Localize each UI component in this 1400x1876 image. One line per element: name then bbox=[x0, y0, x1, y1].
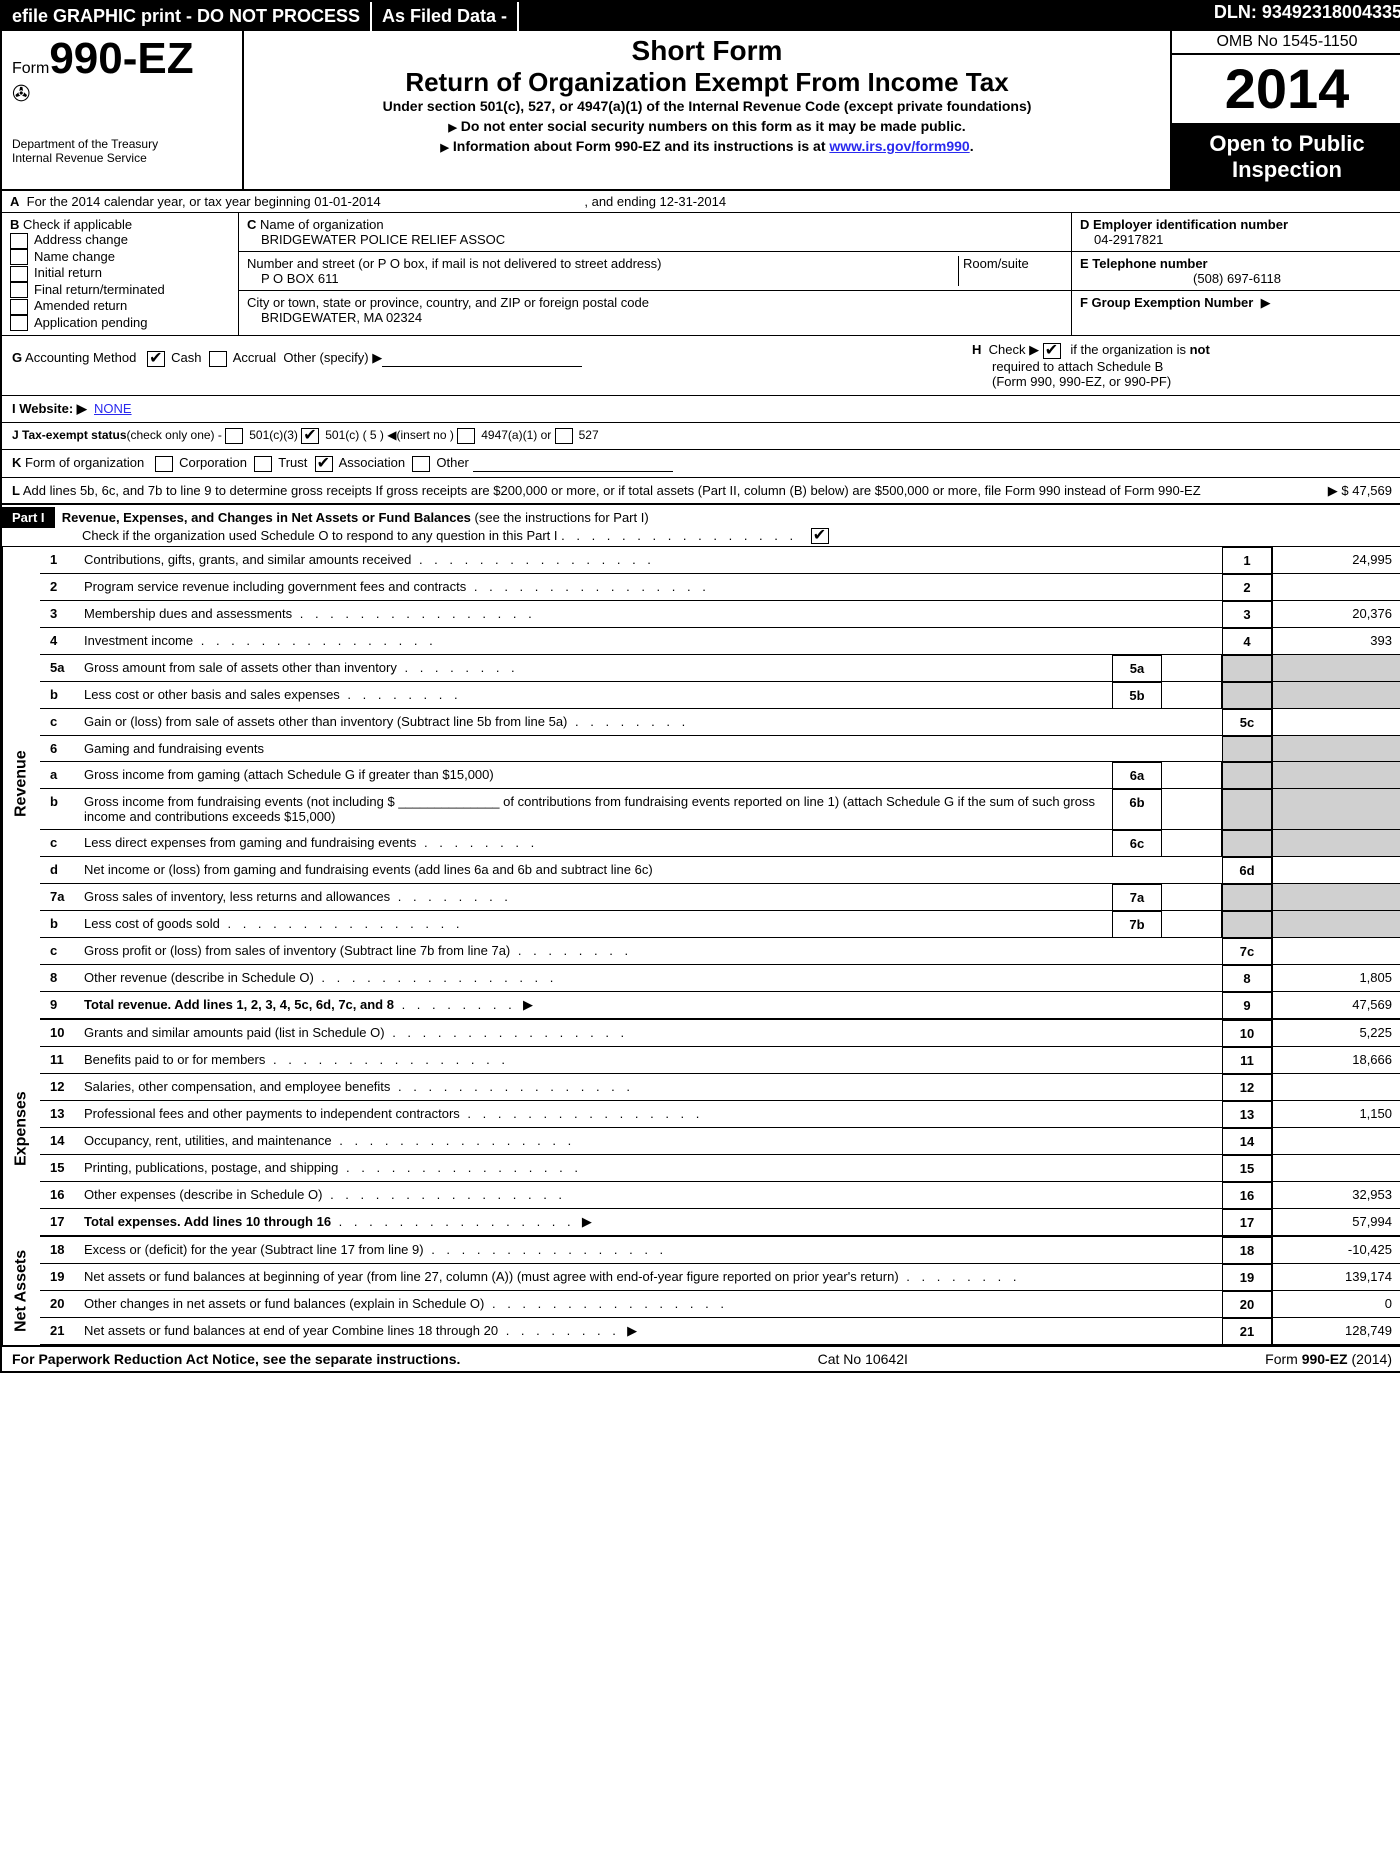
irs-link[interactable]: www.irs.gov/form990 bbox=[829, 138, 969, 154]
chk-corp[interactable] bbox=[155, 456, 173, 472]
short-form: Short Form bbox=[254, 35, 1160, 67]
dln-value: 93492318004335 bbox=[1262, 2, 1400, 22]
part1-title: Revenue, Expenses, and Changes in Net As… bbox=[58, 510, 471, 525]
header-left: Form990-EZ ✇ Department of the Treasury … bbox=[2, 31, 244, 189]
cat-no: Cat No 10642I bbox=[818, 1351, 908, 1367]
dept1: Department of the Treasury bbox=[12, 137, 232, 151]
chk-other[interactable] bbox=[412, 456, 430, 472]
l1-desc: Contributions, gifts, grants, and simila… bbox=[80, 547, 1222, 574]
part1-label: Part I bbox=[2, 507, 55, 528]
website-link[interactable]: NONE bbox=[94, 401, 132, 416]
phone-block: E Telephone number (508) 697-6118 bbox=[1072, 252, 1400, 291]
spacer bbox=[519, 2, 539, 31]
l1-val: 24,995 bbox=[1272, 547, 1400, 574]
chk-trust[interactable] bbox=[254, 456, 272, 472]
form-ref: Form 990-EZ (2014) bbox=[1265, 1351, 1392, 1367]
line-i: I Website: ▶ NONE bbox=[2, 396, 1400, 423]
netassets-label: Net Assets bbox=[2, 1237, 40, 1345]
col-c: C Name of organization BRIDGEWATER POLIC… bbox=[239, 213, 1072, 335]
form-page: efile GRAPHIC print - DO NOT PROCESS As … bbox=[0, 0, 1400, 1373]
form-num: 990-EZ bbox=[49, 34, 193, 83]
org-name-block: C Name of organization BRIDGEWATER POLIC… bbox=[239, 213, 1071, 252]
dln-label: DLN: bbox=[1214, 2, 1257, 22]
chk-4947[interactable] bbox=[457, 428, 475, 444]
chk-h[interactable] bbox=[1043, 343, 1061, 359]
gross-receipts: $ 47,569 bbox=[1341, 483, 1392, 498]
chk-schedule-o[interactable] bbox=[811, 528, 829, 544]
chk-501c3[interactable] bbox=[225, 428, 243, 444]
part1-header-row: Part I Revenue, Expenses, and Changes in… bbox=[2, 505, 1400, 548]
line-gh: G Accounting Method Cash Accrual Other (… bbox=[2, 336, 1400, 396]
header-mid: Short Form Return of Organization Exempt… bbox=[244, 31, 1170, 189]
footer: For Paperwork Reduction Act Notice, see … bbox=[2, 1347, 1400, 1371]
part1-check: Check if the organization used Schedule … bbox=[2, 528, 835, 543]
form-number: Form990-EZ bbox=[12, 37, 232, 81]
org-name: BRIDGEWATER POLICE RELIEF ASSOC bbox=[247, 232, 505, 247]
line-j: J Tax-exempt status(check only one) - 50… bbox=[2, 423, 1400, 450]
room-suite: Room/suite bbox=[958, 256, 1063, 286]
chk-pending[interactable]: Application pending bbox=[10, 315, 230, 332]
chk-cash[interactable] bbox=[147, 351, 165, 367]
tax-year: 2014 bbox=[1172, 55, 1400, 125]
ein: 04-2917821 bbox=[1080, 232, 1163, 247]
chk-accrual[interactable] bbox=[209, 351, 227, 367]
return-title: Return of Organization Exempt From Incom… bbox=[254, 67, 1160, 98]
dln: DLN: 93492318004335 bbox=[1214, 2, 1400, 31]
chk-name[interactable]: Name change bbox=[10, 249, 230, 266]
l1-r: 1 bbox=[1222, 547, 1272, 574]
chk-amended[interactable]: Amended return bbox=[10, 298, 230, 315]
asfiled-label: As Filed Data - bbox=[372, 2, 519, 31]
omb: OMB No 1545-1150 bbox=[1172, 31, 1400, 55]
phone: (508) 697-6118 bbox=[1080, 271, 1394, 286]
city: BRIDGEWATER, MA 02324 bbox=[247, 310, 422, 325]
paperwork-notice: For Paperwork Reduction Act Notice, see … bbox=[12, 1351, 460, 1367]
section-bcd: B Check if applicable Address change Nam… bbox=[2, 213, 1400, 336]
note2: Information about Form 990-EZ and its in… bbox=[254, 138, 1160, 154]
efile-label: efile GRAPHIC print - DO NOT PROCESS bbox=[2, 2, 372, 31]
ein-block: D Employer identification number 04-2917… bbox=[1072, 213, 1400, 252]
revenue-label: Revenue bbox=[2, 547, 40, 1020]
open-public: Open to Public Inspection bbox=[1172, 125, 1400, 189]
main-table: Revenue 1 Contributions, gifts, grants, … bbox=[2, 547, 1400, 1347]
l1-num: 1 bbox=[40, 547, 80, 574]
line-k: K Form of organization Corporation Trust… bbox=[2, 450, 1400, 478]
header-right: OMB No 1545-1150 2014 Open to Public Ins… bbox=[1170, 31, 1400, 189]
line-a: A For the 2014 calendar year, or tax yea… bbox=[2, 191, 1400, 213]
chk-initial[interactable]: Initial return bbox=[10, 265, 230, 282]
line-g: G Accounting Method Cash Accrual Other (… bbox=[2, 336, 962, 395]
chk-address[interactable]: Address change bbox=[10, 232, 230, 249]
top-bar: efile GRAPHIC print - DO NOT PROCESS As … bbox=[2, 2, 1400, 31]
dept2: Internal Revenue Service bbox=[12, 151, 232, 165]
group-exemption: F Group Exemption Number ▶ bbox=[1072, 291, 1400, 315]
col-b: B Check if applicable Address change Nam… bbox=[2, 213, 239, 335]
col-d: D Employer identification number 04-2917… bbox=[1072, 213, 1400, 335]
street: P O BOX 611 bbox=[247, 271, 339, 286]
city-block: City or town, state or province, country… bbox=[239, 291, 1071, 329]
expenses-label: Expenses bbox=[2, 1020, 40, 1237]
chk-527[interactable] bbox=[555, 428, 573, 444]
note1: Do not enter social security numbers on … bbox=[254, 118, 1160, 134]
header-row: Form990-EZ ✇ Department of the Treasury … bbox=[2, 31, 1400, 191]
line-h: H Check ▶ if the organization is not req… bbox=[962, 336, 1400, 395]
chk-501c[interactable] bbox=[301, 428, 319, 444]
subtitle: Under section 501(c), 527, or 4947(a)(1)… bbox=[254, 98, 1160, 114]
form-prefix: Form bbox=[12, 60, 49, 77]
line-l: L Add lines 5b, 6c, and 7b to line 9 to … bbox=[2, 478, 1400, 505]
chk-final[interactable]: Final return/terminated bbox=[10, 282, 230, 299]
chk-assoc[interactable] bbox=[315, 456, 333, 472]
street-block: Number and street (or P O box, if mail i… bbox=[239, 252, 1071, 291]
